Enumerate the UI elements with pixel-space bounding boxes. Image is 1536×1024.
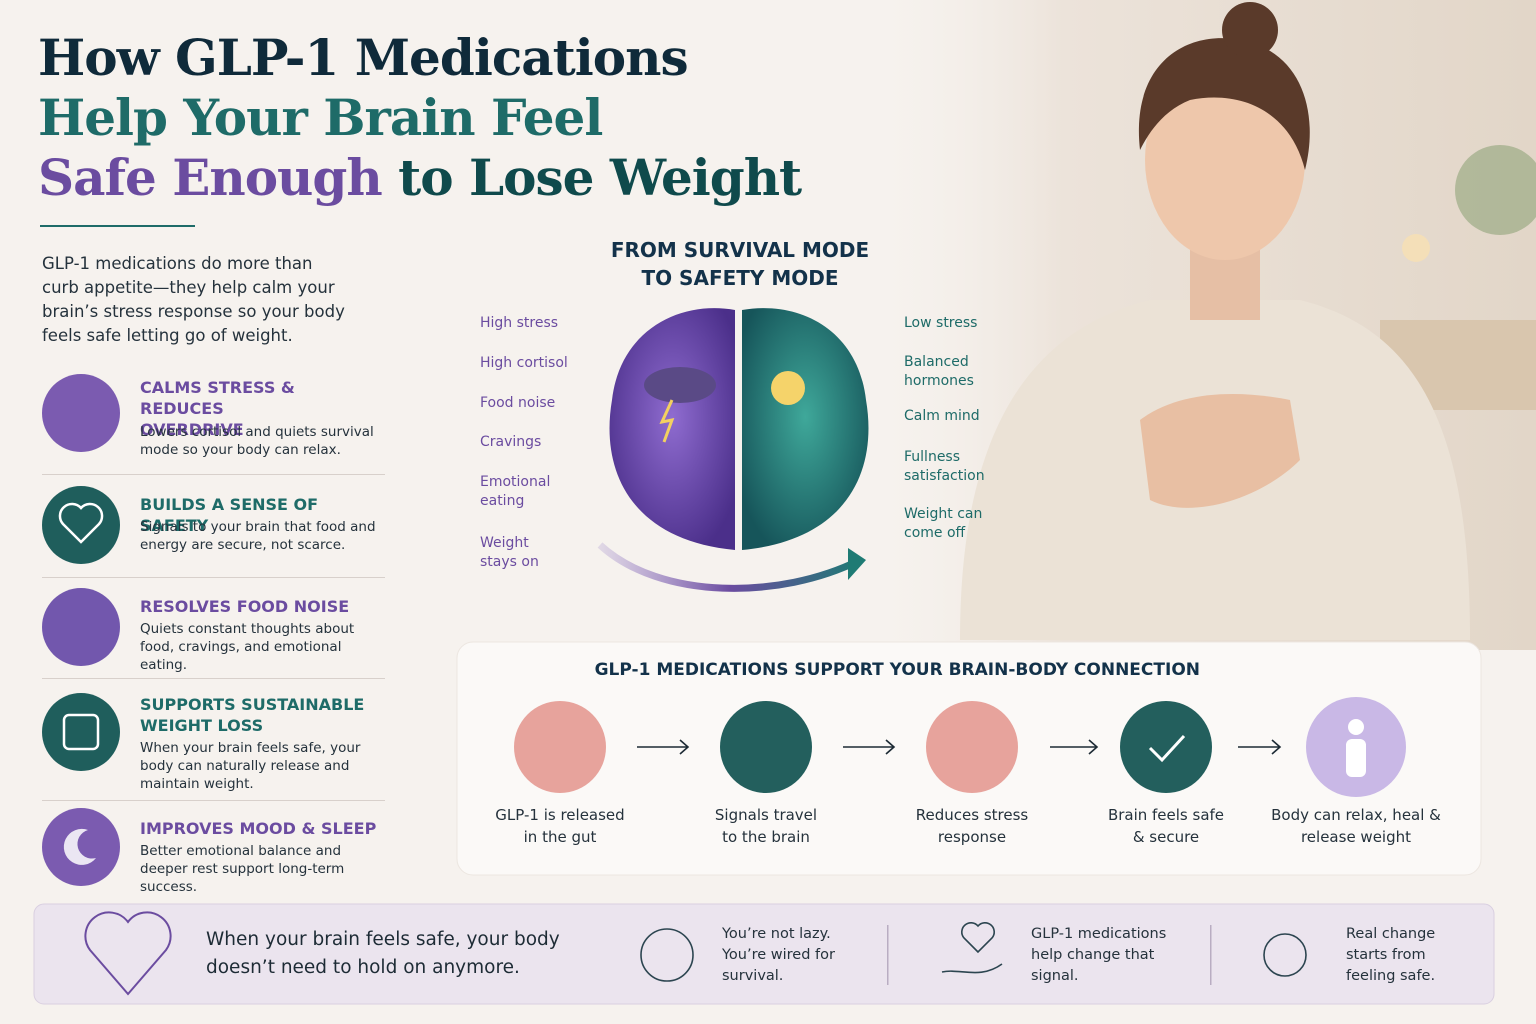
- step-label: Reduces stress response: [882, 804, 1062, 848]
- benefit-text: When your brain feels safe, your body ca…: [140, 740, 361, 792]
- step-text: Body can relax, heal & release weight: [1271, 806, 1441, 846]
- footer-note: Real change starts from feeling safe.: [1346, 926, 1436, 984]
- candle: [1402, 234, 1430, 262]
- plant: [1455, 145, 1536, 235]
- title-rule: [40, 225, 195, 227]
- divider: [1210, 925, 1212, 985]
- title: Help Your Brain Feel: [38, 88, 603, 147]
- footer-heart: [84, 911, 172, 996]
- safety-label: Low stress: [904, 315, 978, 331]
- step-label: Brain feels safe & secure: [1076, 804, 1256, 848]
- intro: GLP-1 medications do more than curb appe…: [42, 254, 345, 345]
- step-label: Body can relax, heal & release weight: [1256, 804, 1456, 848]
- icon-heart: [42, 486, 120, 564]
- benefit-title: SUPPORTS SUSTAINABLE WEIGHT LOSS: [140, 695, 365, 735]
- footer-panel: [33, 903, 1495, 1005]
- benefit-text: Better emotional balance and deeper rest…: [140, 843, 345, 895]
- icon-scale: [42, 693, 120, 771]
- person-head: [1348, 719, 1364, 735]
- person-body: [1346, 739, 1366, 777]
- step-label: Signals travel to the brain: [676, 804, 856, 848]
- check-glyph: [1148, 734, 1186, 763]
- separator: [42, 474, 385, 475]
- footer-brain: [640, 928, 694, 982]
- benefit-title: BUILDS A SENSE OF SAFETY: [140, 495, 319, 535]
- survival-label: High stress: [480, 315, 559, 331]
- heart-glyph: [58, 502, 104, 544]
- separator: [42, 577, 385, 578]
- footer-note: GLP-1 medications help change that signa…: [1031, 926, 1167, 984]
- lightning: [659, 399, 675, 443]
- safety-label: Fullness satisfaction: [904, 449, 985, 484]
- safety-label: Calm mind: [904, 408, 980, 424]
- title-highlight: Safe Enough: [38, 148, 383, 207]
- hair-bun: [1222, 2, 1278, 58]
- title-rest: to Lose Weight: [398, 148, 802, 207]
- survival-label: Cravings: [480, 434, 542, 450]
- benefit-text: Lowers cortisol and quiets survival mode…: [140, 424, 374, 458]
- benefit-title: CALMS STRESS & REDUCES OVERDRIVE: [140, 378, 295, 439]
- step-text: Reduces stress response: [915, 806, 1029, 846]
- benefit-title: IMPROVES MOOD & SLEEP: [140, 819, 377, 838]
- benefit-text: Signals to your brain that food and ener…: [140, 519, 376, 553]
- icon-brain: [42, 374, 120, 452]
- moon-glyph: [63, 828, 96, 865]
- safety-label: Weight can come off: [904, 506, 983, 541]
- survival-label: High cortisol: [480, 355, 568, 371]
- sun: [771, 371, 805, 405]
- survival-label: Weight stays on: [480, 535, 539, 570]
- survival-label: Emotional eating: [480, 474, 551, 509]
- brain-heading: FROM SURVIVAL MODE TO SAFETY MODE: [610, 238, 870, 290]
- step-text: Signals travel to the brain: [714, 806, 818, 846]
- benefit-text: Quiets constant thoughts about food, cra…: [140, 621, 355, 673]
- survival-label: Food noise: [480, 395, 556, 411]
- hands: [1140, 394, 1300, 508]
- hair: [1138, 38, 1310, 170]
- safety-label: Balanced hormones: [904, 354, 974, 389]
- brain-survival: [609, 308, 735, 550]
- divider: [887, 925, 889, 985]
- step-icon-shield: [1120, 701, 1212, 793]
- footer-note: You’re not lazy. You’re wired for surviv…: [722, 926, 835, 984]
- step-text: GLP-1 is released in the gut: [495, 806, 625, 846]
- step-label: GLP-1 is released in the gut: [470, 804, 650, 848]
- separator: [42, 800, 385, 801]
- scale-glyph: [62, 713, 100, 751]
- benefit-title: RESOLVES FOOD NOISE: [140, 597, 350, 616]
- transition-arrow: [597, 542, 862, 592]
- arrow-head: [848, 548, 866, 580]
- separator: [42, 678, 385, 679]
- icon-moon: [42, 808, 120, 886]
- process-heading: GLP-1 MEDICATIONS SUPPORT YOUR BRAIN-BOD…: [594, 660, 1200, 680]
- step-icon-signal: [720, 701, 812, 793]
- title: Safe Enough to Lose Weight: [38, 148, 802, 208]
- title: How GLP-1 Medications: [38, 28, 689, 87]
- step-arrows: [637, 739, 1282, 755]
- step-icon-gut: [514, 701, 606, 793]
- step-text: Brain feels safe & secure: [1107, 806, 1225, 846]
- brain-safety: [742, 308, 869, 550]
- icon-head: [42, 588, 120, 666]
- footer-quote: When your brain feels safe, your body do…: [206, 929, 560, 978]
- footer-hand-heart: [941, 922, 1003, 974]
- step-icon-brain: [926, 701, 1018, 793]
- footer-compass: [1263, 933, 1307, 977]
- storm-cloud: [644, 367, 716, 403]
